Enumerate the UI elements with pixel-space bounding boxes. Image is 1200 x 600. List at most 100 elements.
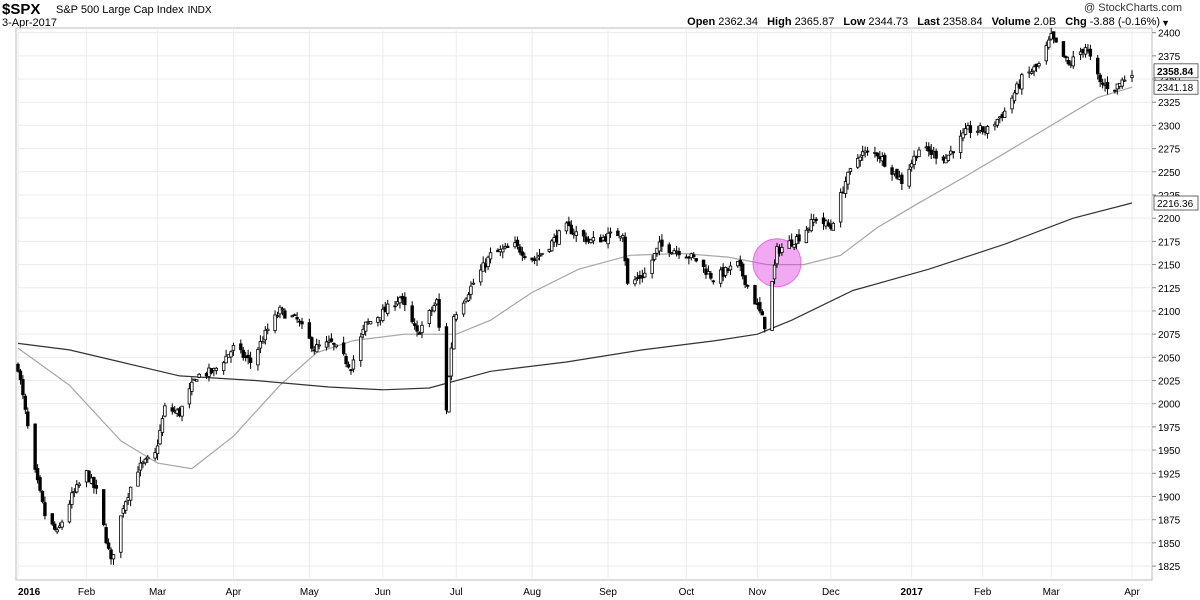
candle-up [1002,110,1007,119]
candle-up [608,231,613,234]
candle-up [812,219,816,223]
candle-up [119,515,123,553]
candle-down [520,251,525,256]
candle-up [550,240,554,252]
last-value: 2358.84 [942,16,983,28]
candle-down [1066,60,1071,65]
x-tick-label: May [300,587,319,598]
candle-up [359,336,363,361]
candle-down [667,244,671,253]
candle-up [432,305,436,312]
candle-up [138,462,143,471]
ma200-tag-box [1153,195,1199,211]
candle-up [466,294,471,302]
candle-down [18,370,23,381]
candle-up [540,252,544,255]
candle-up [995,118,1000,126]
candle-up [368,321,373,325]
candle-up [479,269,483,283]
x-tick-label: Apr [1124,587,1140,598]
x-tick-label: Sep [599,587,617,598]
candle-down [35,467,40,481]
last-price-tag-text: 2358.84 [1157,67,1194,78]
x-tick-label: Jul [450,587,463,598]
candle-up [263,329,267,341]
candle-up [427,310,432,324]
candle-down [515,239,520,246]
candle-down [753,284,757,305]
ma-50-line [17,86,1133,470]
candle-down [1096,57,1100,75]
candle-up [488,252,493,260]
index-name: S&P 500 Large Cap Index [56,4,184,16]
candle-down [295,317,299,320]
y-tick-label: 2200 [1158,214,1181,225]
candle-up [723,267,728,276]
x-tick-label: Feb [974,587,992,598]
y-tick-label: 2300 [1158,121,1181,132]
y-tick-label: 2125 [1158,284,1181,295]
y-tick-label: 2250 [1158,168,1181,179]
low-label: Low [843,16,866,28]
candle-down [518,246,522,253]
candle-up [163,405,167,417]
candle-down [1061,41,1066,58]
candle-up [963,128,968,135]
candle-up [469,285,473,295]
candle-up [136,471,140,487]
candle-up [111,554,116,560]
open-label: Open [687,16,716,28]
candle-up [261,341,265,344]
candle-down [410,305,414,323]
candle-down [1088,48,1093,57]
candle-down [738,259,742,266]
y-tick-label: 2325 [1158,98,1181,109]
candle-up [77,483,81,486]
candle-down [927,146,931,152]
candle-down [692,254,696,258]
candle-down [87,470,91,483]
candle-down [437,299,441,328]
candle-down [307,322,312,339]
candle-up [917,149,921,158]
stockcharts-credit[interactable]: @ StockCharts.com [1084,2,1182,14]
candle-down [623,236,627,262]
candle-up [67,503,72,523]
candle-up [1020,74,1024,90]
candle-down [660,239,664,247]
moving-averages [17,86,1133,470]
candle-up [146,456,150,460]
chart-date: 3-Apr-2017 [2,17,58,29]
candle-up [363,321,368,332]
y-tick-label: 1950 [1158,446,1181,457]
triangle-down-icon[interactable]: ▼ [1161,18,1170,28]
candle-down [38,477,42,491]
y-tick-label: 2025 [1158,377,1181,388]
candle-down [241,349,245,358]
candle-up [160,418,165,433]
candle-down [412,323,417,326]
candle-up [1122,79,1127,82]
candle-down [883,154,887,167]
candle-up [846,171,850,185]
x-tick-label: Mar [149,587,167,598]
candle-up [574,231,578,236]
candle-up [280,308,285,311]
last-price-tag: 2358.84 [1153,63,1199,79]
candle-down [346,364,351,368]
x-tick-label: Mar [1043,587,1061,598]
candle-up [386,303,390,314]
candle-up [153,452,157,459]
candle-up [589,239,593,243]
candle-down [968,125,973,133]
candle-up [564,222,569,232]
candle-up [275,315,280,318]
candle-up [60,521,64,528]
candle-down [417,332,422,335]
candle-up [1047,39,1051,48]
candle-up [224,355,228,364]
candle-down [329,338,334,342]
candle-down [292,314,297,317]
candle-down [239,343,243,351]
